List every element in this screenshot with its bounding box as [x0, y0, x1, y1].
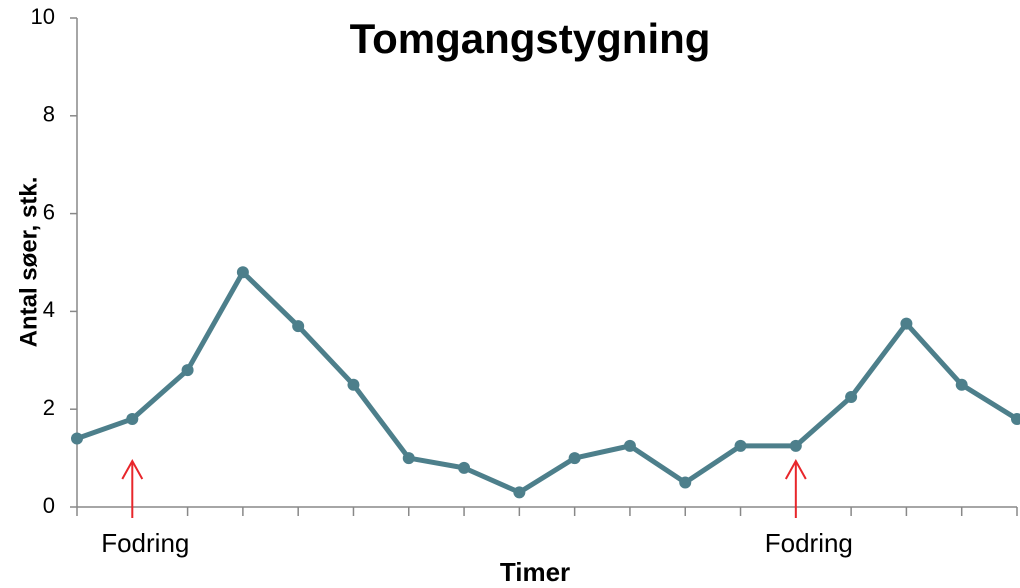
- data-point: [845, 390, 858, 403]
- data-point: [679, 476, 692, 489]
- y-tick-label: 10: [31, 4, 55, 29]
- y-tick-label: 0: [43, 493, 55, 518]
- annotation-label: Fodring: [101, 528, 189, 558]
- y-tick-label: 4: [43, 297, 55, 322]
- y-tick-label: 6: [43, 199, 55, 224]
- annotation-label: Fodring: [765, 528, 853, 558]
- data-point: [1011, 412, 1020, 425]
- data-point: [181, 364, 194, 377]
- data-point: [236, 266, 249, 279]
- data-point: [402, 452, 415, 465]
- data-point: [955, 378, 968, 391]
- data-point: [623, 439, 636, 452]
- data-point: [126, 412, 139, 425]
- data-point: [789, 439, 802, 452]
- data-line: [76, 269, 1019, 495]
- data-point: [568, 452, 581, 465]
- data-point: [734, 439, 747, 452]
- data-point: [513, 486, 526, 499]
- y-tick-label: 2: [43, 395, 55, 420]
- annotation-arrowhead: [784, 458, 807, 480]
- chart-title: Tomgangstygning: [350, 15, 711, 62]
- x-axis-label: Timer: [500, 557, 570, 587]
- y-tick-label: 8: [43, 102, 55, 127]
- annotation-arrowhead: [121, 458, 144, 480]
- data-point: [292, 320, 305, 333]
- data-point: [458, 461, 471, 474]
- y-axis-label: Antal søer, stk.: [15, 177, 42, 348]
- data-point: [71, 432, 83, 445]
- data-point: [900, 317, 913, 330]
- data-point: [347, 378, 360, 391]
